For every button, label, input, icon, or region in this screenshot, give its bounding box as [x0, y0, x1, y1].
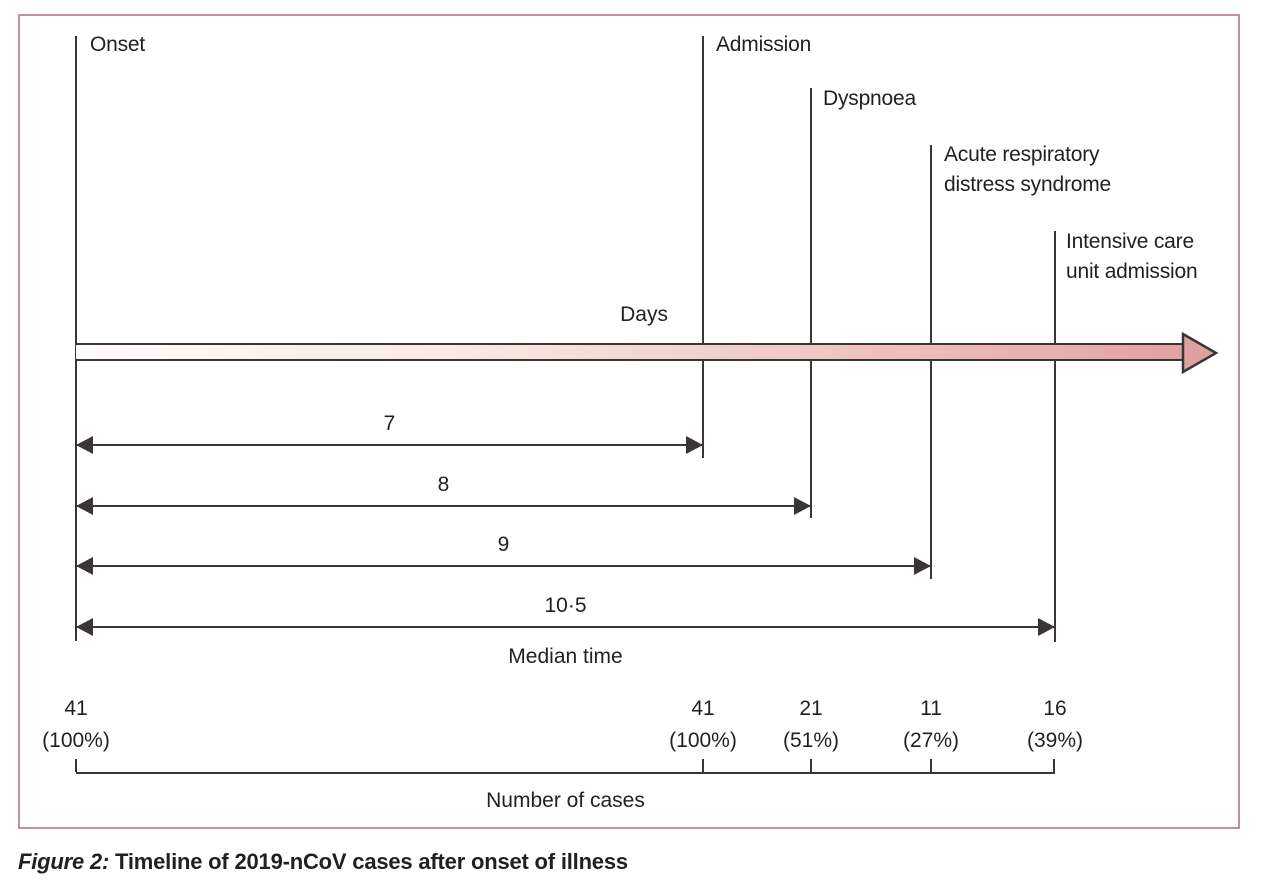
event-label-ards-line1: Acute respiratory	[944, 143, 1100, 166]
event-line-admission	[702, 36, 704, 458]
figure-border	[18, 14, 1240, 829]
days-axis-label: Days	[620, 303, 668, 326]
figure-caption-prefix: Figure 2:	[18, 849, 110, 874]
cases-bracket-tick-icu	[1053, 759, 1055, 772]
event-label-ards-line2: distress syndrome	[944, 173, 1111, 196]
event-line-ards	[930, 145, 932, 579]
median-arrow-dyspnoea	[76, 497, 811, 515]
figure-caption-title: Timeline of 2019-nCoV cases after onset …	[109, 849, 628, 874]
cases-bracket-tick-ards	[930, 759, 932, 772]
arrowhead-left-icon	[76, 618, 93, 636]
cases-bracket	[76, 772, 1055, 774]
event-line-onset	[75, 36, 77, 641]
cases-percent-admission: (100%)	[669, 729, 737, 752]
arrowhead-right-icon	[1038, 618, 1055, 636]
median-label-dyspnoea: 8	[437, 473, 450, 496]
figure-caption: Figure 2: Timeline of 2019-nCoV cases af…	[18, 849, 628, 875]
cases-count-ards: 11	[920, 697, 942, 720]
median-arrow-icu	[76, 618, 1055, 636]
timeline-arrow-band	[76, 343, 1183, 361]
event-label-dyspnoea: Dyspnoea	[823, 87, 916, 110]
arrowhead-left-icon	[76, 436, 93, 454]
cases-count-admission: 41	[691, 697, 715, 720]
event-label-icu-line2: unit admission	[1066, 260, 1198, 283]
cases-percent-onset: (100%)	[42, 729, 110, 752]
cases-percent-ards: (27%)	[902, 729, 960, 752]
median-label-admission: 7	[383, 412, 396, 435]
cases-percent-dyspnoea: (51%)	[782, 729, 840, 752]
arrowhead-right-icon	[686, 436, 703, 454]
cases-bracket-tick-dyspnoea	[810, 759, 812, 772]
median-arrow-admission	[76, 436, 703, 454]
arrowhead-left-icon	[76, 497, 93, 515]
median-time-axis-label: Median time	[508, 645, 623, 668]
median-arrow-ards	[76, 557, 931, 575]
arrowhead-right-icon	[794, 497, 811, 515]
cases-count-onset: 41	[64, 697, 88, 720]
event-line-dyspnoea	[810, 88, 812, 518]
cases-bracket-tick-onset	[75, 759, 77, 772]
event-label-icu-line1: Intensive care	[1066, 230, 1194, 253]
arrowhead-left-icon	[76, 557, 93, 575]
cases-count-dyspnoea: 21	[799, 697, 823, 720]
arrowhead-right-icon	[914, 557, 931, 575]
cases-count-icu: 16	[1043, 697, 1067, 720]
timeline-arrowhead-icon	[1181, 332, 1219, 374]
event-line-icu	[1054, 231, 1056, 642]
cases-bracket-tick-admission	[702, 759, 704, 772]
number-of-cases-axis-label: Number of cases	[486, 789, 645, 812]
median-label-ards: 9	[497, 533, 510, 556]
event-label-onset: Onset	[90, 33, 146, 56]
event-label-admission: Admission	[716, 33, 812, 56]
cases-percent-icu: (39%)	[1026, 729, 1084, 752]
median-label-icu: 10·5	[544, 594, 587, 617]
